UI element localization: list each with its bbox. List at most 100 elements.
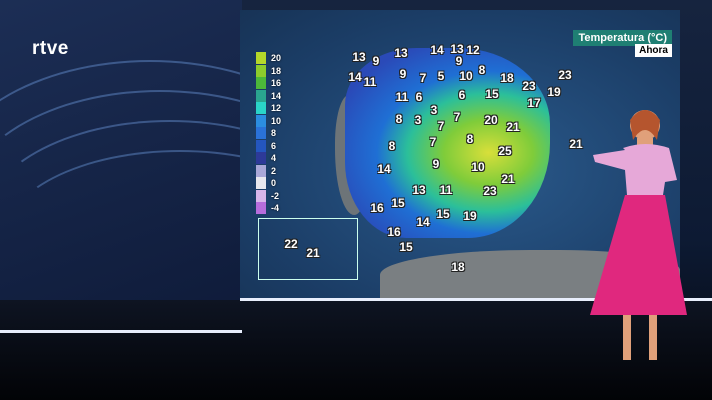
temperature-value: 14 <box>430 43 444 57</box>
temperature-value: 8 <box>395 112 403 126</box>
legend-label: 10 <box>271 115 282 126</box>
temperature-value: 3 <box>430 103 438 117</box>
temperature-value: 19 <box>463 209 477 223</box>
temperature-legend: 20 18 16 14 12 10 8 6 4 2 0 -2 -4 <box>256 52 281 215</box>
legend-entry: 6 <box>256 139 281 153</box>
floor-stripe <box>0 330 242 333</box>
temperature-value: 9 <box>399 67 407 81</box>
temperature-value: 7 <box>453 110 461 124</box>
temperature-value: 21 <box>501 172 515 186</box>
temperature-value: 8 <box>478 63 486 77</box>
temperature-value: 8 <box>388 139 396 153</box>
temperature-value: 9 <box>455 54 463 68</box>
temperature-value: 6 <box>415 90 423 104</box>
temperature-value: 14 <box>348 70 362 84</box>
temperature-value: 12 <box>466 43 480 57</box>
temperature-value: 23 <box>558 68 572 82</box>
temperature-value: 21 <box>569 137 583 151</box>
floor-stripe <box>240 298 712 301</box>
left-video-wall <box>0 0 242 340</box>
legend-swatch <box>256 139 266 152</box>
spain-temperature-field <box>345 48 550 238</box>
temperature-value: 15 <box>485 87 499 101</box>
presenter <box>590 110 687 360</box>
legend-entry: -4 <box>256 202 281 215</box>
temperature-value: 19 <box>547 85 561 99</box>
temperature-value: 25 <box>498 144 512 158</box>
temperature-value: 18 <box>500 71 514 85</box>
temperature-value: 22 <box>284 237 298 251</box>
legend-entry: 12 <box>256 102 281 115</box>
legend-swatch <box>256 52 266 65</box>
legend-entry: 4 <box>256 152 281 165</box>
legend-label: 8 <box>271 128 277 139</box>
temperature-value: 20 <box>484 113 498 127</box>
temperature-value: 3 <box>414 113 422 127</box>
temperature-value: 15 <box>436 207 450 221</box>
temperature-value: 21 <box>506 120 520 134</box>
legend-swatch <box>256 64 266 77</box>
legend-entry: 16 <box>256 77 281 90</box>
temperature-value: 21 <box>306 246 320 260</box>
legend-entry: 14 <box>256 89 282 103</box>
temperature-value: 15 <box>391 196 405 210</box>
rtve-logo: rtve <box>32 38 69 59</box>
legend-swatch <box>256 77 266 90</box>
temperature-value: 11 <box>363 75 377 89</box>
legend-label: -4 <box>271 203 280 214</box>
temperature-value: 18 <box>451 260 465 274</box>
temperature-value: 7 <box>419 71 427 85</box>
temperature-value: 23 <box>522 79 536 93</box>
temperature-value: 6 <box>458 88 466 102</box>
legend-entry: 8 <box>256 127 281 140</box>
temperature-value: 14 <box>416 215 430 229</box>
legend-label: -2 <box>271 190 280 201</box>
temperature-value: 10 <box>471 160 485 174</box>
legend-label: 0 <box>271 178 277 189</box>
legend-label: 18 <box>271 65 282 76</box>
temperature-value: 5 <box>437 69 445 83</box>
legend-label: 6 <box>271 140 277 151</box>
legend-swatch <box>256 127 266 140</box>
map-title: Temperatura (°C) <box>573 30 672 46</box>
legend-label: 12 <box>271 103 282 114</box>
legend-label: 14 <box>271 90 282 101</box>
legend-swatch <box>256 102 266 115</box>
studio-floor <box>0 300 712 400</box>
temperature-value: 10 <box>459 69 473 83</box>
temperature-value: 23 <box>483 184 497 198</box>
temperature-value: 13 <box>412 183 426 197</box>
weather-map-screen: 20 18 16 14 12 10 8 6 4 2 0 -2 -4 Temperatura (°C) A… <box>240 10 680 300</box>
temperature-value: 11 <box>439 183 453 197</box>
legend-entry: 10 <box>256 114 282 128</box>
legend-entry: 18 <box>256 64 282 78</box>
legend-entry: -2 <box>256 189 281 203</box>
legend-entry: 20 <box>256 52 281 65</box>
legend-entry: 0 <box>256 177 281 190</box>
legend-swatch <box>256 177 266 190</box>
temperature-value: 16 <box>387 225 401 239</box>
legend-swatch <box>256 89 266 102</box>
legend-swatch <box>256 189 266 202</box>
legend-label: 16 <box>271 78 282 89</box>
temperature-value: 9 <box>432 157 440 171</box>
temperature-value: 17 <box>527 96 541 110</box>
temperature-value: 15 <box>399 240 413 254</box>
legend-label: 2 <box>271 165 277 176</box>
legend-swatch <box>256 202 266 215</box>
temperature-value: 8 <box>466 132 474 146</box>
legend-label: 4 <box>271 153 277 164</box>
legend-entry: 2 <box>256 164 281 178</box>
temperature-value: 11 <box>395 90 409 104</box>
temperature-value: 14 <box>377 162 391 176</box>
temperature-value: 16 <box>370 201 384 215</box>
temperature-value: 13 <box>394 46 408 60</box>
temperature-value: 7 <box>429 135 437 149</box>
temperature-value: 7 <box>437 119 445 133</box>
temperature-value: 9 <box>372 54 380 68</box>
wall-arc <box>0 60 242 320</box>
temperature-value: 13 <box>352 50 366 64</box>
legend-swatch <box>256 114 266 127</box>
legend-label: 20 <box>271 53 282 64</box>
canary-islands-inset <box>258 218 358 280</box>
